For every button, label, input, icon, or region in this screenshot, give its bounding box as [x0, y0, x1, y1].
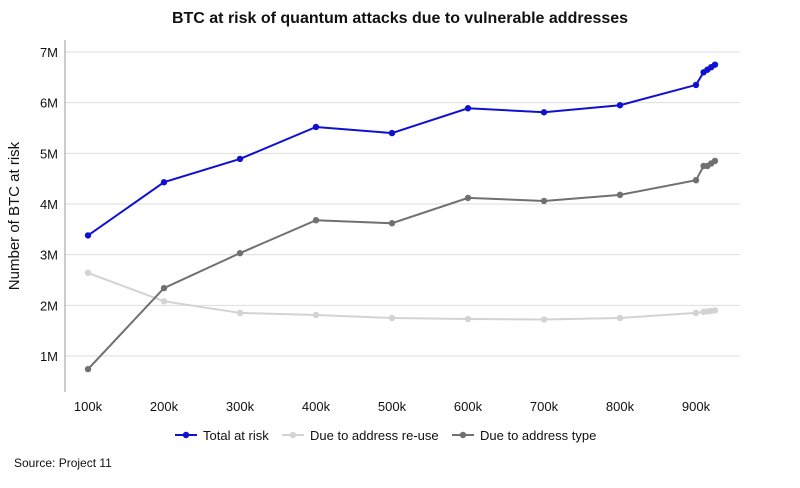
data-point: [692, 176, 700, 184]
y-axis-label: Number of BTC at risk: [6, 141, 23, 290]
series-group: [84, 61, 719, 373]
x-tick-label: 300k: [226, 399, 255, 414]
data-point: [464, 315, 472, 323]
data-point: [616, 314, 624, 322]
legend-item: Due to address re-use: [282, 428, 439, 443]
data-point: [711, 307, 719, 314]
series-due-to-address-re-use: [84, 269, 719, 323]
data-point: [711, 157, 719, 165]
grid: [65, 51, 740, 357]
data-point: [540, 197, 548, 205]
legend-marker: [182, 431, 190, 439]
y-tick-label: 3M: [40, 248, 58, 263]
data-point: [160, 284, 168, 292]
series-line: [87, 63, 716, 237]
data-point: [616, 191, 624, 199]
legend-label: Due to address re-use: [310, 428, 439, 443]
data-point: [312, 311, 320, 319]
data-point: [464, 194, 472, 202]
series-total-at-risk: [84, 61, 719, 239]
data-point: [540, 316, 548, 323]
data-point: [84, 365, 92, 373]
data-point: [312, 123, 320, 131]
data-point: [388, 220, 396, 227]
data-point: [711, 61, 719, 68]
x-tick-label: 400k: [302, 399, 331, 414]
y-tick-label: 2M: [40, 298, 58, 313]
y-tick-label: 4M: [40, 197, 58, 212]
chart-title: BTC at risk of quantum attacks due to vu…: [172, 10, 628, 27]
series-due-to-address-type: [84, 157, 719, 373]
data-point: [160, 179, 168, 186]
y-tick-label: 1M: [40, 349, 58, 364]
data-point: [236, 309, 244, 317]
x-tick-label: 500k: [378, 399, 407, 414]
data-point: [236, 155, 244, 163]
data-point: [540, 109, 548, 116]
data-point: [464, 105, 472, 112]
legend-label: Due to address type: [480, 428, 596, 443]
legend-marker: [459, 431, 467, 439]
data-point: [236, 249, 244, 257]
y-tick-label: 5M: [40, 146, 58, 161]
y-tick-label: 6M: [40, 96, 58, 111]
data-point: [312, 217, 320, 224]
x-tick-label: 800k: [606, 399, 635, 414]
legend: Total at risk Due to address re-use Due to…: [175, 428, 596, 443]
y-tick-label: 7M: [40, 45, 58, 60]
x-tick-label: 600k: [454, 399, 483, 414]
data-point: [388, 314, 396, 322]
x-tick-label: 200k: [150, 399, 179, 414]
x-ticks: 100k 200k 300k 400k 500k 600k 700k 800k 900k: [74, 399, 711, 414]
data-point: [692, 309, 700, 317]
data-point: [388, 129, 396, 137]
legend-item: Total at risk: [175, 428, 269, 443]
data-point: [160, 298, 168, 305]
legend-marker: [289, 431, 297, 439]
x-tick-label: 100k: [74, 399, 103, 414]
y-ticks: 1M 2M 3M 4M 5M 6M 7M: [40, 45, 58, 364]
data-point: [692, 81, 700, 89]
data-point: [84, 232, 92, 239]
x-tick-label: 700k: [530, 399, 559, 414]
source-note: Source: Project 11: [14, 456, 112, 470]
legend-label: Total at risk: [203, 428, 269, 443]
legend-item: Due to address type: [452, 428, 596, 443]
x-tick-label: 900k: [682, 399, 711, 414]
data-point: [84, 269, 92, 277]
data-point: [616, 102, 624, 109]
